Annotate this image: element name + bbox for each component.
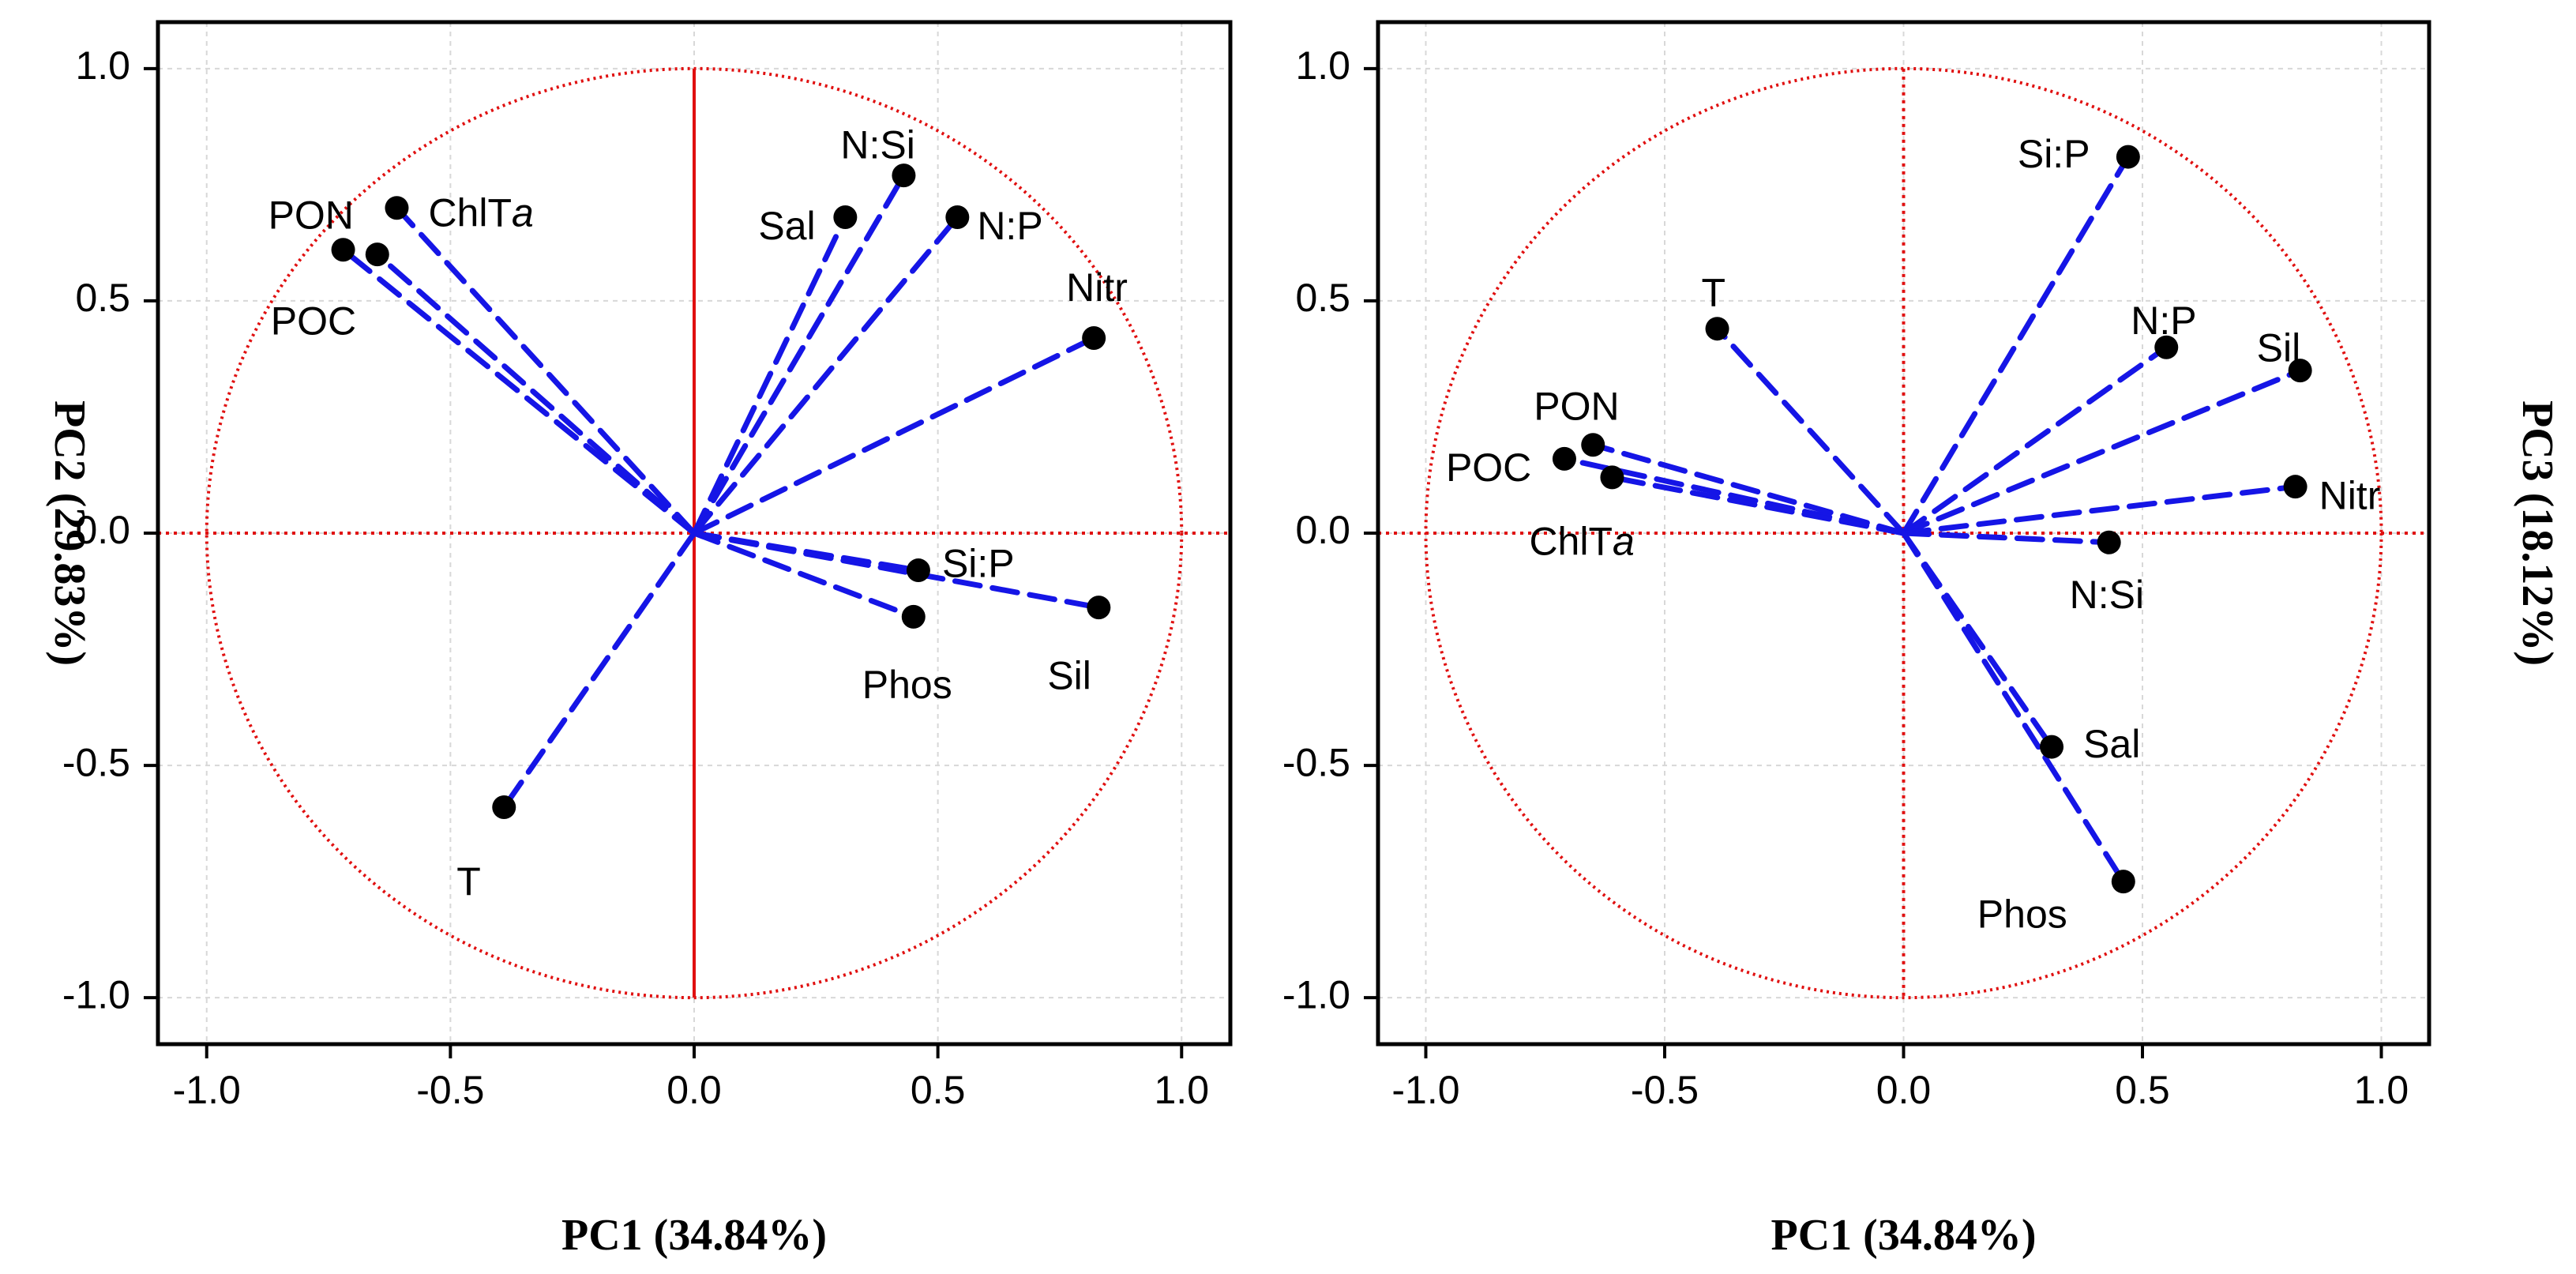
point-label: N:Si [840,122,914,167]
point-label: Sil [2257,325,2301,370]
point-label: PON [268,193,354,237]
loading-vector-n-p [691,214,960,536]
point-label: POC [1446,445,1531,490]
loading-vector-n-si [691,172,907,536]
loading-point-pon [1581,433,1605,457]
point-label: PON [1534,384,1619,428]
point-label: Phos [862,663,952,707]
point-label-italic: a [512,190,534,235]
loading-vector-phos [691,530,917,620]
point-label: Nitr [2319,473,2381,517]
loading-point-phos [901,604,926,629]
point-label: ChlTa [1529,520,1634,564]
loading-vector-si-p [1901,154,2131,536]
point-label: Si:P [2018,132,2090,176]
x-tick-label: 0.5 [911,1068,966,1112]
y-axis-title: PC3 (18.12%) [2513,400,2562,666]
chart-panel-1: PON POC ChlTa Sal N:Si N:P Nitr Si:P Phos Sil T -1.… [45,20,1233,1260]
loading-vector-nitr [1901,483,2299,536]
point-label: Phos [1977,892,2067,936]
loading-point-n-si [2097,530,2121,554]
y-tick-label: -0.5 [1282,740,1350,784]
x-axis-title: PC1 (34.84%) [1771,1211,2037,1260]
y-tick-label: -1.0 [1282,972,1350,1017]
loading-vector-pon [340,246,697,536]
loading-vector-phos [1901,530,2127,885]
point-label: POC [271,299,356,343]
loading-vector-n-p [1901,344,2169,536]
loading-point-nitr [1082,325,1106,350]
point-label: ChlTa [428,190,533,235]
x-tick-label: 0.0 [1876,1068,1932,1112]
loading-point-poc [1552,446,1576,471]
point-label: Si:P [942,541,1015,585]
loading-point-phos [2111,870,2135,894]
x-axis-title: PC1 (34.84%) [561,1211,827,1260]
point-label: T [1702,270,1726,314]
loading-point-sal [833,205,858,230]
loading-point-poc [365,242,389,267]
x-tick-label: -1.0 [173,1068,241,1112]
loading-vector-chlta [393,205,697,536]
loading-point-n-si [892,163,916,188]
loading-point-chlta [385,196,409,220]
loading-vector-chlta [1609,474,1906,536]
point-label: Sal [758,204,815,248]
loading-vector-pon [1590,442,1906,536]
loading-vector-sil [1901,367,2304,536]
y-tick-label: 1.0 [1295,43,1350,88]
point-label: Sil [1047,653,1091,697]
x-tick-label: 1.0 [2354,1068,2409,1112]
loading-point-t [1705,317,1729,341]
y-tick-label: -0.5 [62,740,130,784]
loading-point-t [492,795,516,820]
loading-vector-poc [374,251,697,536]
x-tick-label: -1.0 [1391,1068,1459,1112]
unit-circle [205,66,1184,1000]
x-tick-label: 0.0 [667,1068,722,1112]
loading-vector-sal [691,214,848,536]
loading-vector-t [501,530,697,810]
loading-point-sil [2288,359,2312,383]
y-tick-label: 0.5 [1295,276,1350,320]
point-label: N:P [2131,299,2196,343]
loading-vector-t [1714,325,1906,536]
loading-point-sal [2040,735,2064,759]
point-label: T [456,859,481,904]
loading-point-n-p [2154,335,2179,359]
loading-point-n-p [945,205,970,230]
y-tick-label: -1.0 [62,972,130,1017]
loading-vector-n-si [1901,530,2112,546]
loading-point-sil [1087,596,1111,620]
y-axis-title: PC2 (29.83%) [45,400,94,666]
y-tick-label: 0.0 [1295,508,1350,552]
y-tick-label: 0.5 [75,276,130,320]
loading-point-pon [331,238,355,262]
point-label-italic: a [1613,520,1635,564]
y-tick-label: 1.0 [75,43,130,88]
loading-point-si-p [2116,145,2140,169]
x-tick-label: 0.5 [2115,1068,2170,1112]
x-tick-label: -0.5 [416,1068,484,1112]
loading-point-chlta [1600,465,1624,490]
point-label: Nitr [1066,265,1128,310]
loading-vector-sil [691,530,1102,611]
x-tick-label: -0.5 [1631,1068,1699,1112]
loading-vector-nitr [691,335,1097,536]
x-tick-label: 1.0 [1155,1068,1210,1112]
loading-point-nitr [2283,475,2308,499]
point-label: Sal [2083,722,2140,766]
y-tick-label: 0.0 [75,508,130,552]
loading-point-si-p [906,558,930,583]
point-label: N:Si [2070,573,2144,617]
point-label: N:P [977,204,1042,248]
